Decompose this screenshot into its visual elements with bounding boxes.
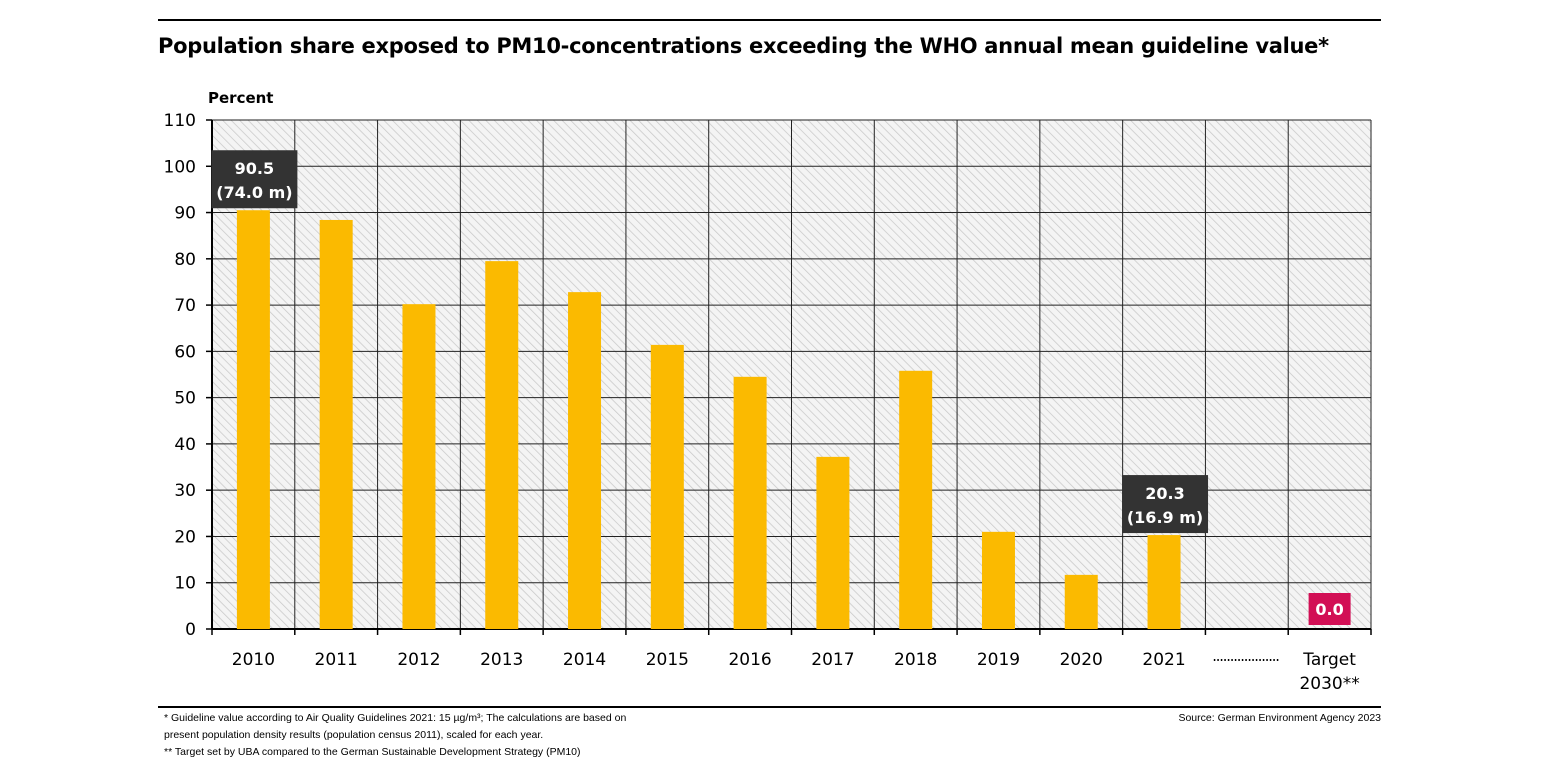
x-tick-label: 2012 <box>397 650 440 670</box>
y-tick-label: 100 <box>164 157 196 177</box>
y-axis-label: Percent <box>208 89 274 107</box>
x-tick-label: 2020 <box>1060 650 1103 670</box>
x-tick-label: 2015 <box>646 650 689 670</box>
y-tick-label: 50 <box>174 389 196 409</box>
x-tick-label: Target <box>1302 650 1356 670</box>
data-label-box <box>211 150 298 209</box>
data-label-population: (16.9 m) <box>1127 508 1203 527</box>
data-label-value: 90.5 <box>235 159 274 178</box>
bar-2010 <box>236 210 270 629</box>
bar-2019 <box>981 531 1015 629</box>
y-tick-label: 90 <box>174 204 196 224</box>
x-tick-label: 2030** <box>1299 674 1359 694</box>
y-tick-label: 40 <box>174 435 196 455</box>
footnote-3: ** Target set by UBA compared to the Ger… <box>164 746 581 758</box>
x-tick-label: 2014 <box>563 650 606 670</box>
y-tick-label: 20 <box>174 527 196 547</box>
footnote-1: * Guideline value according to Air Quali… <box>164 712 627 724</box>
target-value-box <box>1308 593 1351 625</box>
x-tick-label: 2013 <box>480 650 523 670</box>
source-note: Source: German Environment Agency 2023 <box>1178 712 1381 724</box>
bar-2011 <box>319 219 353 629</box>
data-label-population: (74.0 m) <box>216 183 292 202</box>
bar-2017 <box>816 456 850 629</box>
top-rule <box>158 19 1381 21</box>
y-tick-label: 110 <box>164 111 196 131</box>
bar-2012 <box>402 304 436 629</box>
bar-2016 <box>733 376 767 629</box>
y-tick-label: 10 <box>174 574 196 594</box>
x-tick-label: 2018 <box>894 650 937 670</box>
bar-2015 <box>650 344 684 629</box>
data-label-box <box>1122 475 1209 534</box>
y-tick-label: 80 <box>174 250 196 270</box>
x-tick-label: 2010 <box>232 650 275 670</box>
bottom-rule <box>158 706 1381 708</box>
x-tick-label: 2011 <box>315 650 358 670</box>
bar-2018 <box>899 370 933 629</box>
bar-2013 <box>485 261 519 629</box>
x-tick-label: 2017 <box>811 650 854 670</box>
y-tick-label: 60 <box>174 342 196 362</box>
target-value-label: 0.0 <box>1315 600 1343 619</box>
y-tick-label: 30 <box>174 481 196 501</box>
data-label-value: 20.3 <box>1145 484 1184 503</box>
footnote-2: present population density results (popu… <box>164 729 544 741</box>
x-tick-label: 2021 <box>1142 650 1185 670</box>
bar-2014 <box>568 292 602 629</box>
bar-2021 <box>1147 535 1181 629</box>
y-tick-label: 0 <box>185 620 196 640</box>
x-tick-label: 2016 <box>728 650 771 670</box>
x-tick-label: 2019 <box>977 650 1020 670</box>
chart-title: Population share exposed to PM10-concent… <box>158 34 1329 58</box>
y-tick-label: 70 <box>174 296 196 316</box>
bar-2020 <box>1064 574 1098 629</box>
